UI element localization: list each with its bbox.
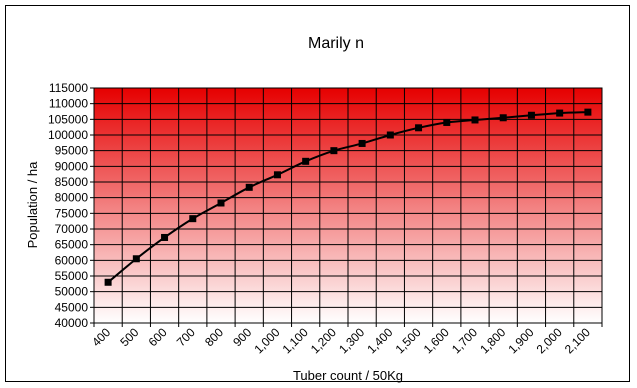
grid-lines — [90, 87, 603, 327]
x-tick-label: 500 — [117, 325, 141, 349]
x-tick-label: 2,000 — [534, 325, 565, 356]
data-point-marker — [273, 171, 281, 179]
x-tick-label: 1,900 — [505, 325, 536, 356]
x-tick-label: 1,700 — [449, 325, 480, 356]
data-point-marker — [104, 278, 112, 286]
y-tick-label: 75000 — [55, 206, 89, 220]
data-point-marker — [386, 131, 394, 139]
y-tick-label: 55000 — [55, 269, 89, 283]
y-tick-label: 115000 — [49, 81, 88, 95]
chart-title: Marily n — [308, 35, 364, 52]
data-point-marker — [471, 116, 479, 124]
series-layer — [104, 108, 592, 286]
y-tick-label: 90000 — [55, 159, 89, 173]
data-point-marker — [499, 114, 507, 122]
data-point-marker — [189, 215, 197, 223]
x-axis-title: Tuber count / 50Kg — [293, 368, 403, 383]
data-point-marker — [302, 157, 310, 165]
x-tick-label: 1,100 — [280, 325, 311, 356]
x-tick-label: 2,100 — [562, 325, 593, 356]
y-tick-label: 60000 — [55, 253, 89, 267]
x-tick-label: 1,200 — [308, 325, 339, 356]
data-point-marker — [527, 111, 535, 119]
x-tick-label: 700 — [174, 325, 198, 349]
x-tick-label: 800 — [202, 325, 226, 349]
x-tick-label: 1,600 — [421, 325, 452, 356]
y-tick-label: 95000 — [55, 144, 89, 158]
data-point-marker — [443, 118, 451, 126]
data-point-marker — [584, 108, 592, 116]
x-tick-label: 400 — [89, 325, 113, 349]
y-axis-title: Population / ha — [25, 161, 40, 249]
x-tick-label: 1,000 — [251, 325, 282, 356]
x-tick-label: 1,300 — [336, 325, 367, 356]
data-point-marker — [330, 147, 338, 155]
data-point-marker — [415, 124, 423, 132]
data-point-marker — [556, 109, 564, 117]
y-tick-label: 85000 — [55, 175, 89, 189]
data-point-marker — [358, 139, 366, 147]
data-point-marker — [217, 199, 225, 207]
y-tick-label: 105000 — [48, 112, 88, 126]
x-tick-label: 1,800 — [477, 325, 508, 356]
y-tick-label: 70000 — [55, 222, 89, 236]
y-tick-label: 80000 — [55, 191, 89, 205]
x-tick-label: 600 — [146, 325, 170, 349]
x-tick-label: 1,400 — [364, 325, 395, 356]
x-axis-ticks: 400 500 600 700 800 9001,0001,1001,2001,3001,… — [89, 325, 593, 356]
y-tick-label: 65000 — [55, 238, 89, 252]
data-point-marker — [161, 233, 169, 241]
y-tick-label: 45000 — [55, 300, 89, 314]
data-point-marker — [245, 183, 253, 191]
data-point-marker — [132, 255, 140, 263]
x-tick-label: 1,500 — [393, 325, 424, 356]
y-tick-label: 50000 — [55, 285, 89, 299]
y-tick-label: 40000 — [55, 316, 89, 330]
y-tick-label: 100000 — [48, 128, 88, 142]
chart-frame: Marily n 40000 45000 50000 55000 60000 65000 7… — [5, 5, 630, 383]
y-tick-label: 110000 — [49, 97, 88, 111]
